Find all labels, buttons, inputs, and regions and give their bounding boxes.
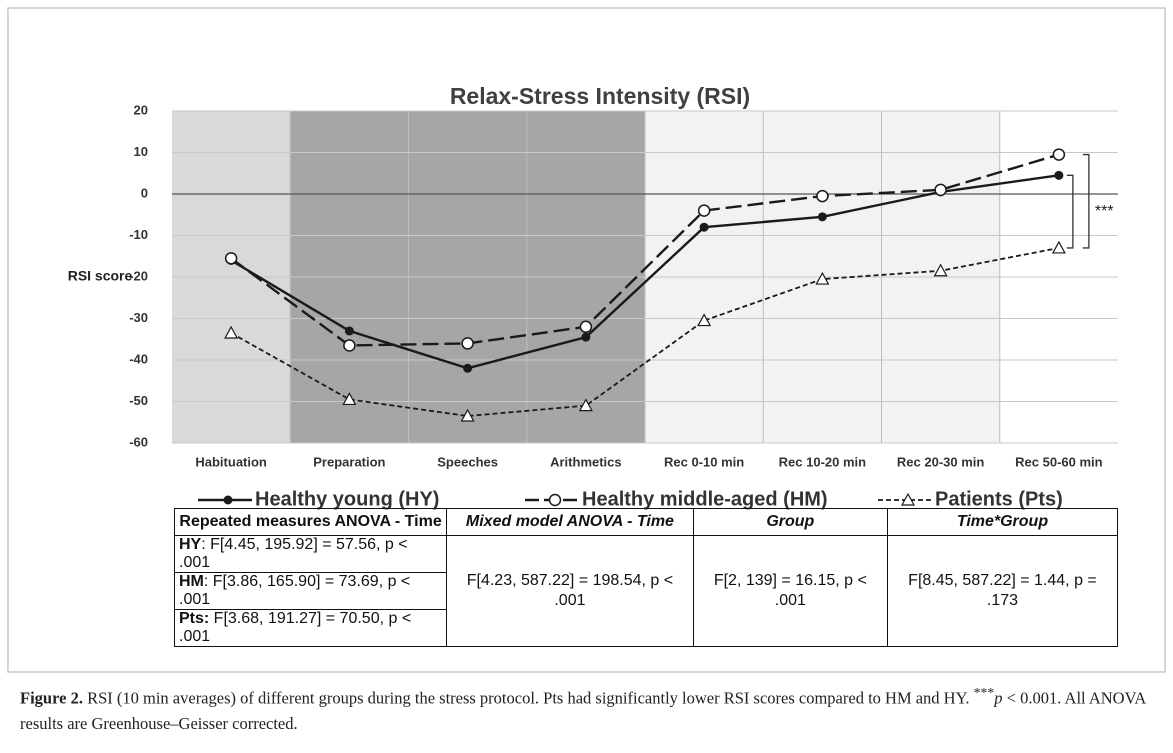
point [461, 337, 474, 350]
caption-text: RSI (10 min averages) of different group… [82, 688, 974, 708]
point [224, 325, 239, 339]
cell-text: : F[3.86, 165.90] = 73.69, p < .001 [179, 573, 411, 608]
point [816, 189, 829, 203]
point [697, 313, 712, 327]
frame [7, 7, 1166, 673]
cell-text: : F[4.45, 195.92] = 57.56, p < .001 [179, 536, 408, 571]
chart: Relax-Stress Intensity (RSI) RSI score -… [7, 7, 1166, 673]
x-tick-label: Rec 10-20 min [779, 454, 866, 469]
caption-p: p [994, 688, 1003, 708]
caption-sup: *** [973, 685, 995, 700]
point [933, 263, 948, 277]
point [1051, 240, 1066, 254]
cell: F[4.23, 587.22] = 198.54, p < .001 [446, 535, 694, 647]
point [934, 183, 947, 197]
cell: Pts: F[3.68, 191.27] = 70.50, p < .001 [173, 609, 448, 647]
cell: F[8.45, 587.22] = 1.44, p = .173 [886, 535, 1119, 647]
row-label: Pts: [179, 610, 210, 627]
x-tick-label: Habituation [195, 454, 267, 469]
point [1052, 148, 1066, 161]
annotation: *** [1095, 203, 1114, 220]
row: HY: F[4.45, 195.92] = 57.56, p < .001 F[… [173, 535, 1119, 647]
header-cell: Group [692, 508, 888, 536]
y-axis-label: RSI score [68, 268, 133, 284]
y-tick-label: -60 [129, 434, 148, 449]
x-tick-label: Speeches [437, 454, 498, 469]
point [344, 326, 354, 336]
point [343, 339, 356, 352]
row: Pts: F[3.68, 191.27] = 70.50, p < .001 [173, 609, 1118, 647]
point [581, 332, 591, 342]
point [697, 204, 711, 217]
row-label: HM [179, 573, 204, 590]
legend-label: Healthy young (HY) [255, 488, 439, 510]
header-cell: Repeated measures ANOVA - Time [173, 508, 448, 536]
series-line [230, 247, 1060, 417]
bracket [1082, 153, 1090, 249]
x-tick-label: Arithmetics [550, 454, 622, 469]
point [342, 392, 357, 406]
point [223, 495, 233, 505]
caption: Figure 2. RSI (10 min averages) of diffe… [20, 680, 1150, 736]
y-tick-label: 0 [141, 185, 148, 200]
y-tick-label: -40 [129, 351, 148, 366]
header-row: Repeated measures ANOVA - Time Mixed mod… [173, 508, 1119, 536]
y-tick-label: -50 [129, 393, 148, 408]
y-tick-label: -20 [129, 268, 148, 283]
legend-label: Patients (Pts) [935, 488, 1063, 510]
x-tick-label: Rec 20-30 min [897, 454, 984, 469]
point [224, 252, 238, 265]
legend-label: Healthy middle-aged (HM) [582, 488, 828, 510]
point [460, 408, 475, 422]
caption-text: < 0.001. All ANOVA results are Greenhous… [20, 688, 1146, 733]
chart-title: Relax-Stress Intensity (RSI) [450, 83, 750, 109]
series-line [230, 153, 1060, 347]
point [815, 271, 830, 285]
x-tick-label: Preparation [313, 454, 385, 469]
header-cell: Time*Group [886, 508, 1119, 536]
row-label: HY [179, 536, 202, 553]
y-tick-label: 20 [134, 102, 148, 117]
point [463, 363, 473, 373]
point [548, 493, 562, 507]
point [817, 212, 827, 222]
bracket [1066, 174, 1074, 249]
row: HM: F[3.86, 165.90] = 73.69, p < .001 [173, 572, 1118, 610]
y-tick-label: 10 [134, 144, 148, 159]
point [579, 320, 593, 334]
header-cell: Mixed model ANOVA - Time [446, 508, 694, 536]
point [578, 398, 593, 412]
point [1054, 170, 1064, 180]
point [900, 492, 916, 506]
y-tick-label: -10 [129, 227, 148, 242]
anova-table: Repeated measures ANOVA - Time Mixed mod… [173, 508, 1119, 647]
cell-text: F[3.68, 191.27] = 70.50, p < .001 [179, 610, 412, 645]
caption-label: Figure 2. [20, 688, 83, 708]
x-tick-label: Rec 50-60 min [1015, 454, 1102, 469]
series-line [230, 174, 1060, 370]
y-tick-label: -30 [129, 310, 148, 325]
cell: HY: F[4.45, 195.92] = 57.56, p < .001 [173, 535, 448, 573]
x-tick-label: Rec 0-10 min [664, 454, 744, 469]
cell: HM: F[3.86, 165.90] = 73.69, p < .001 [173, 572, 448, 610]
cell: F[2, 139] = 16.15, p < .001 [692, 535, 888, 647]
point [699, 222, 709, 232]
